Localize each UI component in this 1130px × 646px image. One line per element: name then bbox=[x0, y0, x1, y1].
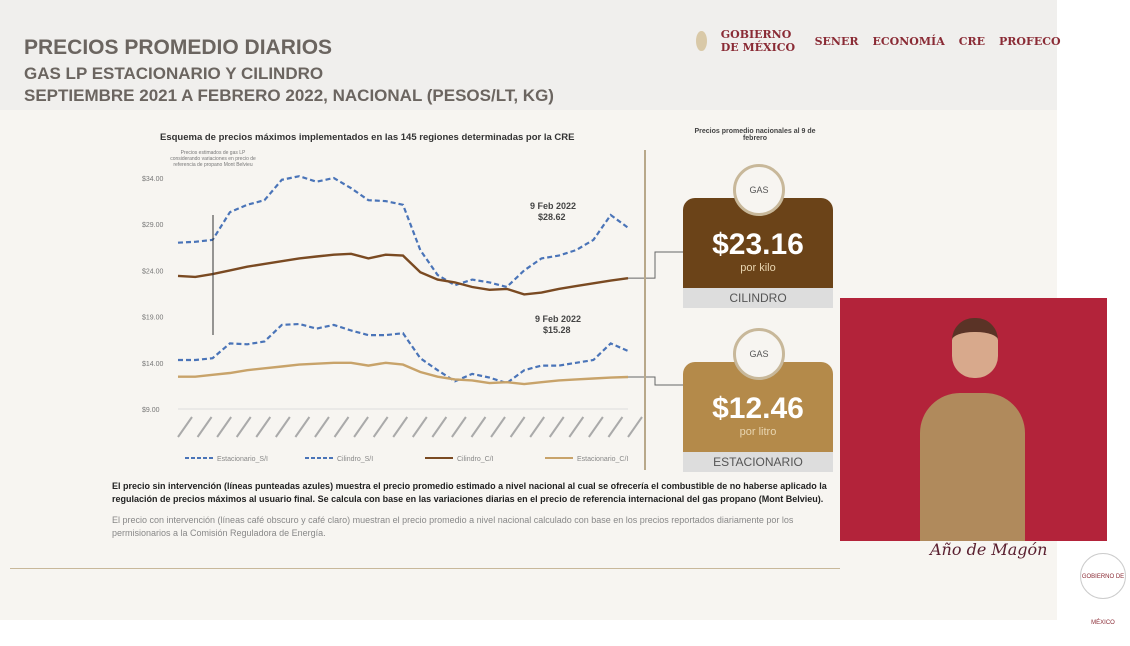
interpreter-head bbox=[952, 318, 998, 378]
connector-estacionario bbox=[628, 377, 683, 385]
cilindro-label: CILINDRO bbox=[683, 288, 833, 308]
panel-title: Precios promedio nacionales al 9 de febr… bbox=[690, 128, 820, 142]
y-tick-label: $19.00 bbox=[142, 315, 164, 322]
logo-cre: CRE bbox=[959, 35, 985, 48]
annotation-value: $15.28 bbox=[543, 325, 571, 335]
x-tick-label bbox=[393, 417, 407, 437]
legend-label: Cilindro_S/I bbox=[337, 456, 373, 463]
y-tick-label: $9.00 bbox=[142, 407, 160, 414]
footnote bbox=[10, 568, 840, 578]
notes: El precio sin intervención (líneas punte… bbox=[112, 480, 832, 540]
x-tick-label bbox=[550, 417, 564, 437]
x-tick-label bbox=[452, 417, 466, 437]
legend-label: Estacionario_S/I bbox=[217, 456, 268, 463]
annotation-date: 9 Feb 2022 bbox=[535, 314, 581, 324]
x-tick-label bbox=[471, 417, 485, 437]
logo-sener: SENER bbox=[815, 35, 859, 48]
page-subtitle: GAS LP ESTACIONARIO Y CILINDRO bbox=[24, 64, 323, 84]
x-tick-label bbox=[569, 417, 583, 437]
x-tick-label bbox=[491, 417, 505, 437]
legend-label: Estacionario_C/I bbox=[577, 456, 628, 463]
cilindro-unit: por kilo bbox=[683, 262, 833, 274]
logo-gobierno: GOBIERNO DE MÉXICO bbox=[721, 28, 801, 54]
logo-profeco: PROFECO bbox=[999, 35, 1061, 48]
cilindro-card: GAS $23.16 por kilo CILINDRO bbox=[683, 198, 833, 288]
x-tick-label bbox=[178, 417, 192, 437]
y-tick-label: $34.00 bbox=[142, 176, 164, 183]
gas-tank-icon: GAS bbox=[733, 328, 785, 380]
connector-cilindro bbox=[628, 252, 683, 278]
x-tick-label bbox=[608, 417, 622, 437]
cilindro-price: $23.16 bbox=[683, 228, 833, 262]
legend-label: Cilindro_C/I bbox=[457, 456, 494, 463]
seal-icon bbox=[696, 31, 707, 51]
estacionario-price: $12.46 bbox=[683, 392, 833, 426]
divider bbox=[644, 150, 646, 470]
annotation-mont-belvieu: Precios estimados de gas LP considerando… bbox=[168, 150, 258, 198]
series-line-2 bbox=[178, 254, 628, 295]
x-tick-label bbox=[237, 417, 251, 437]
estacionario-label: ESTACIONARIO bbox=[683, 452, 833, 472]
note-con-intervencion: El precio con intervención (líneas café … bbox=[112, 514, 832, 540]
sign-language-interpreter-video bbox=[840, 298, 1107, 541]
y-tick-label: $29.00 bbox=[142, 222, 164, 229]
page-title: PRECIOS PROMEDIO DIARIOS bbox=[24, 36, 332, 60]
page-period: SEPTIEMBRE 2021 A FEBRERO 2022, NACIONAL… bbox=[24, 86, 554, 106]
x-tick-label bbox=[530, 417, 544, 437]
y-tick-label: $24.00 bbox=[142, 268, 164, 275]
x-tick-label bbox=[335, 417, 349, 437]
x-tick-label bbox=[413, 417, 427, 437]
gobierno-seal: GOBIERNO DE MÉXICO bbox=[1080, 553, 1126, 599]
x-tick-label bbox=[432, 417, 446, 437]
x-tick-label bbox=[628, 417, 642, 437]
estacionario-card: GAS $12.46 por litro ESTACIONARIO bbox=[683, 362, 833, 452]
logo-economia: ECONOMÍA bbox=[873, 35, 945, 48]
x-tick-label bbox=[589, 417, 603, 437]
x-tick-label bbox=[511, 417, 525, 437]
annotation-value: $28.62 bbox=[538, 212, 566, 222]
x-tick-label bbox=[295, 417, 309, 437]
logo-bar: GOBIERNO DE MÉXICO SENER ECONOMÍA CRE PR… bbox=[696, 28, 1061, 54]
annotation-date: 9 Feb 2022 bbox=[530, 201, 576, 211]
x-tick-label bbox=[198, 417, 212, 437]
anio-magon-logo: Año de Magón bbox=[930, 540, 1047, 559]
y-tick-label: $14.00 bbox=[142, 361, 164, 368]
x-tick-label bbox=[276, 417, 290, 437]
price-chart: $9.00 $14.00 $19.00 $24.00 $29.00 $34.00 Estac… bbox=[140, 140, 640, 470]
annotation-text: Precios estimados de gas LP considerando… bbox=[168, 150, 258, 168]
x-tick-label bbox=[315, 417, 329, 437]
header: PRECIOS PROMEDIO DIARIOS GAS LP ESTACION… bbox=[0, 0, 1057, 110]
x-tick-label bbox=[217, 417, 231, 437]
interpreter-body bbox=[920, 393, 1025, 541]
x-tick-label bbox=[256, 417, 270, 437]
x-tick-label bbox=[354, 417, 368, 437]
estacionario-unit: por litro bbox=[683, 426, 833, 438]
x-tick-label bbox=[374, 417, 388, 437]
gas-cylinder-icon: GAS bbox=[733, 164, 785, 216]
note-sin-intervencion: El precio sin intervención (líneas punte… bbox=[112, 480, 832, 506]
